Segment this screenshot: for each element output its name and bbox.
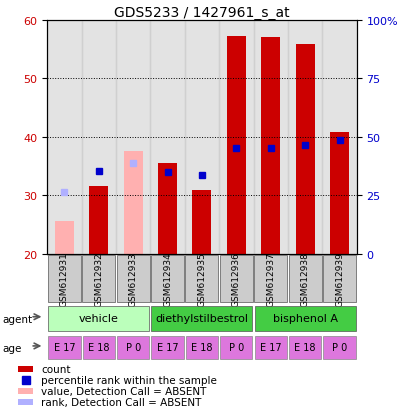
FancyBboxPatch shape xyxy=(48,336,80,359)
Text: E 17: E 17 xyxy=(259,342,281,352)
FancyBboxPatch shape xyxy=(322,255,355,303)
Text: vehicle: vehicle xyxy=(79,313,118,323)
Text: P 0: P 0 xyxy=(125,342,140,352)
Bar xyxy=(81,21,116,254)
Text: GSM612933: GSM612933 xyxy=(128,252,137,306)
Text: agent: agent xyxy=(2,314,32,324)
Text: diethylstilbestrol: diethylstilbestrol xyxy=(155,313,248,323)
Text: GSM612936: GSM612936 xyxy=(231,252,240,306)
Text: GSM612935: GSM612935 xyxy=(197,252,206,306)
Bar xyxy=(218,21,253,254)
Bar xyxy=(47,21,81,254)
Bar xyxy=(287,21,321,254)
Bar xyxy=(150,21,184,254)
FancyBboxPatch shape xyxy=(48,255,81,303)
Bar xyxy=(18,388,33,394)
Title: GDS5233 / 1427961_s_at: GDS5233 / 1427961_s_at xyxy=(114,6,289,20)
Bar xyxy=(261,38,279,254)
Text: GSM612931: GSM612931 xyxy=(60,252,69,306)
FancyBboxPatch shape xyxy=(82,255,115,303)
Text: E 17: E 17 xyxy=(54,342,75,352)
Bar xyxy=(124,152,142,254)
Text: value, Detection Call = ABSENT: value, Detection Call = ABSENT xyxy=(41,386,206,396)
Bar xyxy=(55,222,74,254)
Text: P 0: P 0 xyxy=(228,342,243,352)
Text: E 17: E 17 xyxy=(156,342,178,352)
Bar xyxy=(253,21,287,254)
FancyBboxPatch shape xyxy=(117,336,149,359)
Bar xyxy=(89,187,108,254)
FancyBboxPatch shape xyxy=(185,255,218,303)
Bar xyxy=(226,37,245,254)
Bar xyxy=(18,366,33,373)
FancyBboxPatch shape xyxy=(185,336,218,359)
FancyBboxPatch shape xyxy=(288,336,321,359)
Text: E 18: E 18 xyxy=(191,342,212,352)
FancyBboxPatch shape xyxy=(288,255,321,303)
Text: GSM612937: GSM612937 xyxy=(265,252,274,306)
Text: P 0: P 0 xyxy=(331,342,346,352)
FancyBboxPatch shape xyxy=(82,336,115,359)
Text: GSM612938: GSM612938 xyxy=(300,252,309,306)
FancyBboxPatch shape xyxy=(254,255,287,303)
Text: GSM612939: GSM612939 xyxy=(334,252,343,306)
FancyBboxPatch shape xyxy=(151,306,252,331)
Bar xyxy=(116,21,150,254)
Text: age: age xyxy=(2,343,21,353)
Bar xyxy=(329,133,348,254)
Text: rank, Detection Call = ABSENT: rank, Detection Call = ABSENT xyxy=(41,397,201,407)
FancyBboxPatch shape xyxy=(219,255,252,303)
Bar xyxy=(192,191,211,254)
Text: GSM612932: GSM612932 xyxy=(94,252,103,306)
FancyBboxPatch shape xyxy=(323,336,355,359)
Bar xyxy=(321,21,356,254)
Bar xyxy=(18,399,33,405)
FancyBboxPatch shape xyxy=(254,306,355,331)
FancyBboxPatch shape xyxy=(254,336,286,359)
Text: GSM612934: GSM612934 xyxy=(163,252,172,306)
FancyBboxPatch shape xyxy=(151,255,184,303)
FancyBboxPatch shape xyxy=(151,336,183,359)
Bar xyxy=(295,45,314,254)
FancyBboxPatch shape xyxy=(48,306,149,331)
Text: bisphenol A: bisphenol A xyxy=(272,313,337,323)
Text: percentile rank within the sample: percentile rank within the sample xyxy=(41,375,216,385)
Text: count: count xyxy=(41,364,70,374)
FancyBboxPatch shape xyxy=(116,255,149,303)
Bar xyxy=(158,164,177,254)
Text: E 18: E 18 xyxy=(294,342,315,352)
Text: E 18: E 18 xyxy=(88,342,109,352)
FancyBboxPatch shape xyxy=(220,336,252,359)
Bar xyxy=(184,21,218,254)
